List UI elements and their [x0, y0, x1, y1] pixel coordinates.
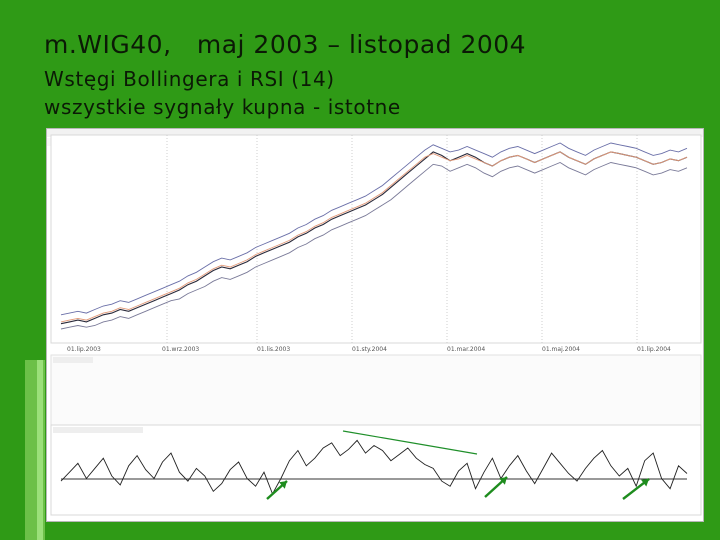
x-tick-label: 01.maj.2004 — [542, 346, 580, 353]
info-strip-1 — [47, 129, 703, 137]
x-tick-label: 01.lip.2004 — [637, 346, 671, 353]
x-tick-label: 01.lip.2003 — [67, 346, 101, 353]
chart-frame: 01.lip.2003 01.wrz.2003 01.lis.2003 01.sty.… — [46, 128, 704, 522]
slide-subtitle-2: wszystkie sygnały kupna - istotne — [44, 95, 401, 119]
rsi-trend-line — [342, 430, 478, 455]
series-line-upper_band — [60, 142, 688, 316]
rsi-panel-bg — [50, 424, 702, 516]
buy-signal-arrowhead — [641, 479, 649, 487]
slide-title: m.WIG40, maj 2003 – listopad 2004 — [44, 30, 527, 59]
x-axis-ticks: 01.lip.2003 01.wrz.2003 01.lis.2003 01.sty.… — [67, 346, 671, 353]
volume-panel — [50, 354, 702, 426]
series-line-lower_band — [60, 161, 688, 330]
series-line-rsi — [60, 439, 688, 495]
decorative-bar-highlight — [37, 360, 43, 540]
slide-subtitle-1: Wstęgi Bollingera i RSI (14) — [44, 67, 335, 91]
price-panel-bg — [50, 134, 702, 344]
rsi-panel — [50, 424, 702, 516]
chart-svg: 01.lip.2003 01.wrz.2003 01.lis.2003 01.sty.… — [47, 129, 703, 516]
rsi-panel-header — [53, 427, 143, 433]
volume-panel-header — [53, 357, 93, 363]
x-tick-label: 01.wrz.2003 — [162, 346, 199, 353]
buy-signal-arrowhead — [499, 477, 507, 485]
x-tick-label: 01.sty.2004 — [352, 346, 387, 353]
buy-signal-arrowhead — [279, 481, 287, 489]
price-panel — [50, 134, 702, 344]
x-tick-label: 01.mar.2004 — [447, 346, 485, 353]
x-tick-label: 01.lis.2003 — [257, 346, 290, 353]
series-line-moving_average — [60, 151, 688, 323]
